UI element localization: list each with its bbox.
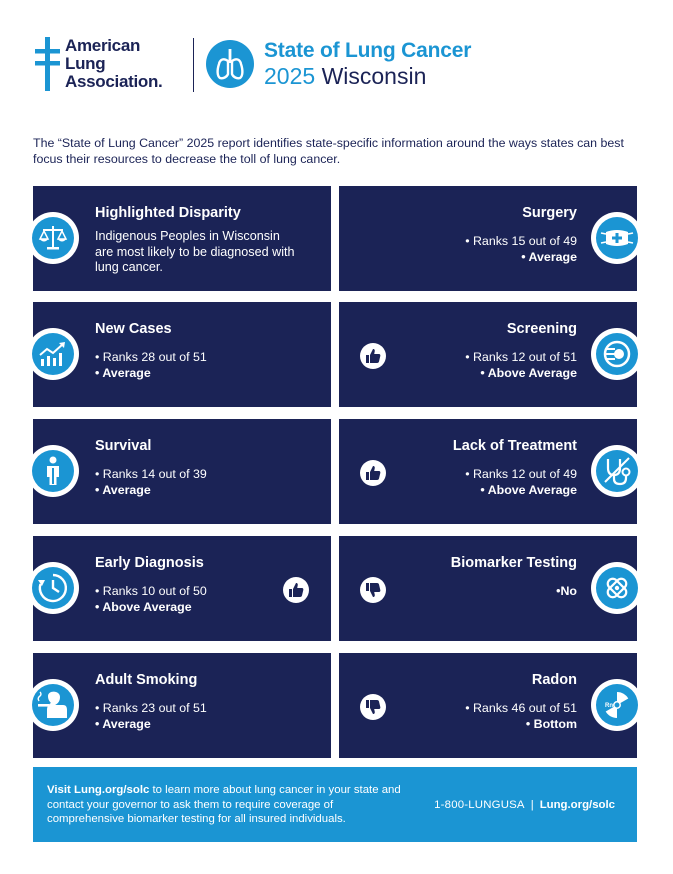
logo-wordmark: American Lung Association.: [65, 36, 163, 91]
smoker-icon: [27, 679, 79, 731]
footer-message-text: to learn more about lung cancer in your …: [47, 784, 401, 825]
card-title: Biomarker Testing: [450, 555, 577, 571]
scales-icon: [27, 212, 79, 264]
card-early-diagnosis: Early Diagnosis • Ranks 10 out of 50 • A…: [27, 536, 331, 641]
card-survival: Survival • Ranks 14 out of 39 • Average: [27, 419, 331, 524]
card-rank: • Ranks 14 out of 39: [95, 467, 207, 481]
trend-chart-icon: [27, 328, 79, 380]
card-rating: • Average: [95, 366, 151, 380]
thumbs-down-icon: [360, 577, 386, 603]
card-title: Surgery: [522, 205, 577, 221]
card-rank: • Ranks 46 out of 51: [465, 701, 577, 715]
footer-banner: Visit Lung.org/solc to learn more about …: [33, 767, 637, 842]
card-rating: • Average: [95, 483, 151, 497]
card-radon: Rn Radon • Ranks 46 out of 51 • Bottom: [339, 653, 643, 758]
title-line2: 2025 Wisconsin: [264, 63, 471, 90]
card-rating: • Above Average: [480, 366, 577, 380]
card-lack-of-treatment: Lack of Treatment • Ranks 12 out of 49 •…: [339, 419, 643, 524]
person-icon: [27, 445, 79, 497]
logo-line: Lung: [65, 54, 106, 73]
thumbs-up-icon: [360, 460, 386, 486]
card-rating: • Average: [521, 250, 577, 264]
card-rating: •No: [556, 584, 577, 598]
footer-contact: 1-800-LUNGUSA | Lung.org/solc: [434, 798, 615, 812]
ala-logo[interactable]: American Lung Association.: [33, 34, 183, 94]
card-title: Survival: [95, 438, 152, 454]
thumbs-down-icon: [360, 694, 386, 720]
ct-scanner-icon: [591, 328, 643, 380]
card-rating: • Average: [95, 717, 151, 731]
card-title: Highlighted Disparity: [95, 205, 241, 221]
dna-icon: [591, 562, 643, 614]
card-title: Early Diagnosis: [95, 555, 204, 571]
card-adult-smoking: Adult Smoking • Ranks 23 out of 51 • Ave…: [27, 653, 331, 758]
title-line1: State of Lung Cancer: [264, 39, 472, 62]
lungs-icon: [206, 40, 254, 88]
card-biomarker-testing: Biomarker Testing •No: [339, 536, 643, 641]
card-rank: • Ranks 23 out of 51: [95, 701, 207, 715]
footer-visit: Visit: [47, 784, 71, 796]
footer-separator: |: [530, 799, 534, 811]
report-title: State of Lung Cancer 2025 Wisconsin: [264, 38, 471, 90]
logo-line: Association.: [65, 72, 163, 91]
thumbs-up-icon: [360, 343, 386, 369]
surgical-mask-icon: [591, 212, 643, 264]
card-title: New Cases: [95, 321, 172, 337]
title-state: Wisconsin: [321, 63, 427, 89]
footer-message: Visit Lung.org/solc to learn more about …: [47, 783, 407, 827]
double-cross-logo-icon: [35, 37, 60, 91]
card-new-cases: New Cases • Ranks 28 out of 51 • Average: [27, 302, 331, 407]
header: American Lung Association. State of Lung…: [33, 34, 643, 94]
radon-icon: Rn: [591, 679, 643, 731]
card-title: Lack of Treatment: [452, 438, 577, 454]
footer-phone[interactable]: 1-800-LUNGUSA: [434, 799, 525, 811]
card-rating: • Above Average: [480, 483, 577, 497]
card-highlighted-disparity: Highlighted Disparity Indigenous Peoples…: [27, 186, 331, 291]
card-title: Radon: [531, 672, 577, 688]
card-rating: • Above Average: [95, 600, 192, 614]
title-year: 2025: [264, 63, 316, 89]
logo-line: American: [65, 36, 141, 55]
card-rating: • Bottom: [525, 717, 577, 731]
card-rank: • Ranks 12 out of 49: [465, 467, 577, 481]
card-title: Screening: [506, 321, 577, 337]
footer-link-solc[interactable]: Lung.org/solc: [74, 784, 150, 796]
footer-link-website[interactable]: Lung.org/solc: [539, 799, 615, 811]
intro-text: The “State of Lung Cancer” 2025 report i…: [33, 136, 624, 166]
card-rank: • Ranks 15 out of 49: [465, 234, 577, 248]
card-rank: • Ranks 10 out of 50: [95, 584, 207, 598]
card-rank: • Ranks 12 out of 51: [465, 350, 577, 364]
card-surgery: Surgery • Ranks 15 out of 49 • Average: [339, 186, 643, 291]
stethoscope-icon: [591, 445, 643, 497]
card-description: Indigenous Peoples in Wisconsin are most…: [95, 229, 295, 274]
clock-icon: [27, 562, 79, 614]
card-title: Adult Smoking: [95, 672, 198, 688]
header-divider: [193, 38, 194, 92]
svg-text:Rn: Rn: [605, 703, 613, 709]
thumbs-up-icon: [283, 577, 309, 603]
card-screening: Screening • Ranks 12 out of 51 • Above A…: [339, 302, 643, 407]
card-rank: • Ranks 28 out of 51: [95, 350, 207, 364]
